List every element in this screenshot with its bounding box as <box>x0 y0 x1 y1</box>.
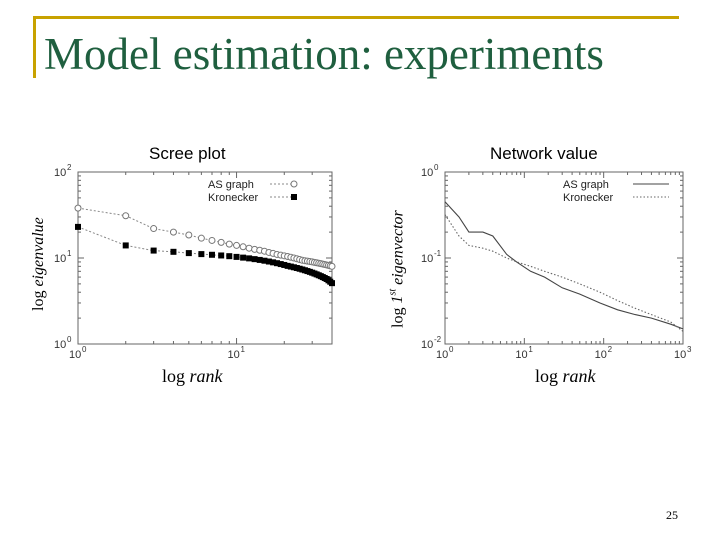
scree-as-graph-point <box>328 262 336 270</box>
scree-kronecker-point <box>256 256 263 263</box>
network-x-var: rank <box>562 366 596 386</box>
scree-kronecker-point <box>226 253 233 260</box>
network-x-tick-label: 10 <box>515 349 527 361</box>
scree-plot-title: Scree plot <box>149 144 226 163</box>
slide-title: Model estimation: experiments <box>44 29 604 79</box>
scree-kronecker-point <box>265 258 272 265</box>
scree-kronecker-point <box>281 261 288 268</box>
network-legend-label-kronecker: Kronecker <box>563 192 613 204</box>
network-x-tick-label: 10 <box>595 349 607 361</box>
scree-legend-label-as-graph: AS graph <box>208 179 254 191</box>
scree-kronecker-point <box>198 251 205 258</box>
scree-kronecker-point <box>150 247 157 254</box>
scree-legend-marker-as-graph <box>290 180 298 188</box>
scree-y-tick-exp: 2 <box>67 163 72 172</box>
scree-kronecker-point <box>287 263 294 270</box>
scree-kronecker-point <box>277 261 284 268</box>
scree-y-tick-exp: 0 <box>67 335 72 344</box>
scree-as-graph-point <box>74 204 82 212</box>
scree-y-tick-exp: 1 <box>67 249 72 258</box>
scree-as-graph-point <box>245 244 253 252</box>
scree-kronecker-point <box>170 248 177 255</box>
network-x-tick-exp: 2 <box>608 345 613 354</box>
title-accent-horizontal <box>33 16 679 19</box>
network-x-tick-exp: 3 <box>687 345 692 354</box>
scree-legend-label-kronecker: Kronecker <box>208 192 258 204</box>
scree-as-graph-point <box>233 241 241 249</box>
scree-as-graph-point <box>239 243 247 251</box>
network-y-tick-label: 10 <box>421 339 433 351</box>
scree-x-var: rank <box>189 366 223 386</box>
scree-as-graph-point <box>150 225 158 233</box>
scree-x-axis-label: log rank <box>162 366 223 387</box>
scree-kronecker-point <box>261 257 268 264</box>
scree-kronecker-point <box>251 256 258 263</box>
network-kronecker-line <box>444 214 684 332</box>
scree-kronecker-point <box>270 259 277 266</box>
scree-kronecker-point <box>208 251 215 258</box>
scree-legend-marker-kronecker <box>291 194 297 200</box>
network-y-tick-label: 10 <box>421 167 433 179</box>
scree-kronecker-point <box>185 250 192 257</box>
scree-as-graph-point <box>225 240 233 248</box>
network-x-prefix: log <box>535 366 559 386</box>
scree-kronecker-point <box>75 223 81 230</box>
scree-x-tick-exp: 0 <box>82 345 87 354</box>
scree-kronecker-point <box>240 254 247 261</box>
network-x-tick-exp: 1 <box>528 345 533 354</box>
page-number: 25 <box>666 508 678 522</box>
scree-kronecker-point <box>218 252 225 259</box>
scree-as-graph-point <box>169 228 177 236</box>
network-as-graph-line <box>444 201 684 330</box>
scree-x-tick-exp: 1 <box>241 345 246 354</box>
scree-x-tick-label: 10 <box>69 349 81 361</box>
scree-y-tick-label: 10 <box>54 339 66 351</box>
scree-y-tick-label: 10 <box>54 167 66 179</box>
scree-kronecker-point <box>329 280 335 287</box>
scree-kronecker-point <box>122 242 129 249</box>
scree-y-tick-label: 10 <box>54 253 66 265</box>
scree-kronecker-point <box>233 253 240 260</box>
scree-x-prefix: log <box>162 366 186 386</box>
network-x-tick-label: 10 <box>674 349 686 361</box>
network-x-axis-label: log rank <box>535 366 596 387</box>
network-y-tick-exp: -2 <box>434 335 442 344</box>
network-y-tick-exp: 0 <box>434 163 439 172</box>
network-y-tick-exp: -1 <box>434 249 442 258</box>
network-value-title: Network value <box>490 144 598 163</box>
scree-kronecker-point <box>274 260 281 267</box>
scree-as-graph-point <box>185 231 193 239</box>
scree-as-graph-point <box>122 212 130 220</box>
network-x-tick-exp: 0 <box>449 345 454 354</box>
scree-x-tick-label: 10 <box>228 349 240 361</box>
scree-as-graph-point <box>197 234 205 242</box>
network-y-tick-label: 10 <box>421 253 433 265</box>
network-legend-label-as-graph: AS graph <box>563 179 609 191</box>
network-x-tick-label: 10 <box>436 349 448 361</box>
title-accent-vertical <box>33 16 36 78</box>
scree-kronecker-point <box>246 255 253 262</box>
scree-as-graph-point <box>217 238 225 246</box>
scree-kronecker-point <box>284 262 291 269</box>
scree-as-graph-point <box>208 236 216 244</box>
